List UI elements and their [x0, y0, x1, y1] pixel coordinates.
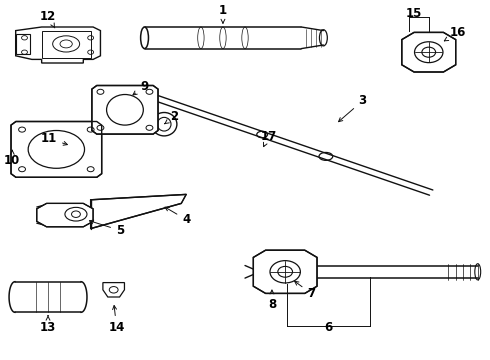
- Text: 14: 14: [108, 306, 125, 334]
- Text: 5: 5: [90, 220, 124, 237]
- Text: 10: 10: [4, 150, 21, 167]
- Text: 13: 13: [40, 315, 56, 334]
- Text: 17: 17: [260, 130, 277, 147]
- Text: 4: 4: [165, 207, 190, 226]
- Polygon shape: [402, 32, 456, 72]
- Polygon shape: [37, 203, 93, 227]
- Bar: [42, 31, 91, 58]
- Text: 12: 12: [40, 10, 56, 28]
- Polygon shape: [11, 122, 102, 177]
- Text: 7: 7: [294, 281, 315, 300]
- Text: 15: 15: [406, 7, 422, 20]
- Text: 1: 1: [219, 4, 227, 23]
- Text: 8: 8: [268, 290, 276, 311]
- Text: 2: 2: [165, 111, 178, 124]
- Text: 11: 11: [41, 132, 68, 145]
- Polygon shape: [253, 250, 317, 293]
- Bar: [16, 34, 30, 54]
- Polygon shape: [92, 85, 158, 134]
- Text: 3: 3: [339, 94, 367, 122]
- Text: 16: 16: [444, 26, 466, 41]
- Text: 6: 6: [324, 321, 332, 334]
- Text: 9: 9: [133, 80, 148, 95]
